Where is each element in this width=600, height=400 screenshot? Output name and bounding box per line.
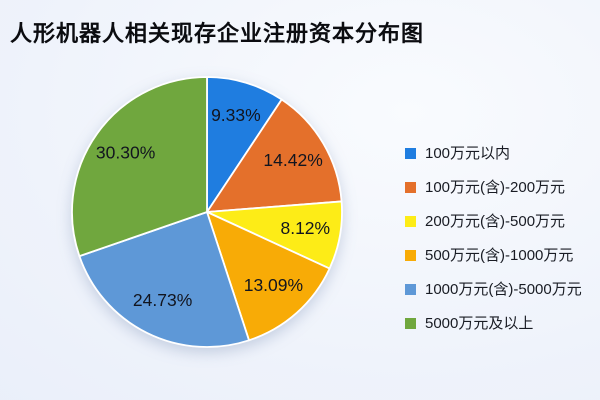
legend-label: 5000万元及以上 [425, 315, 534, 332]
legend-item-3: 500万元(含)-1000万元 [405, 248, 582, 263]
pie-slice-5 [71, 76, 208, 258]
legend-label: 100万元(含)-200万元 [425, 179, 566, 196]
legend-swatch-icon [405, 284, 416, 295]
pie-slice-1 [206, 98, 343, 213]
legend-item-2: 200万元(含)-500万元 [405, 214, 582, 229]
pie-labels: 9.33% 14.42% 8.12% 13.09% 24.73% 30.30% [96, 105, 330, 310]
pie-slices [71, 76, 343, 348]
chart-title: 人形机器人相关现存企业注册资本分布图 [10, 21, 425, 46]
legend-label: 1000万元(含)-5000万元 [425, 281, 582, 298]
legend-label: 200万元(含)-500万元 [425, 213, 566, 230]
pie-label-3: 13.09% [244, 275, 303, 295]
pie-slice-4 [78, 211, 250, 348]
pie-label-5: 30.30% [96, 143, 155, 163]
legend-item-5: 5000万元及以上 [405, 316, 582, 331]
pie-label-2: 8.12% [280, 218, 330, 238]
legend-label: 100万元以内 [425, 145, 511, 162]
pie-label-4: 24.73% [133, 290, 192, 310]
legend-item-1: 100万元(含)-200万元 [405, 180, 582, 195]
legend-swatch-icon [405, 318, 416, 329]
pie-label-1: 14.42% [263, 150, 322, 170]
legend: 100万元以内 100万元(含)-200万元 200万元(含)-500万元 500万元… [405, 146, 582, 331]
legend-swatch-icon [405, 216, 416, 227]
pie-label-0: 9.33% [211, 105, 261, 125]
legend-label: 500万元(含)-1000万元 [425, 247, 574, 264]
legend-item-0: 100万元以内 [405, 146, 582, 161]
pie-slice-3 [206, 211, 331, 342]
legend-item-4: 1000万元(含)-5000万元 [405, 282, 582, 297]
pie-slice-0 [206, 76, 283, 213]
legend-swatch-icon [405, 250, 416, 261]
legend-swatch-icon [405, 182, 416, 193]
legend-swatch-icon [405, 148, 416, 159]
